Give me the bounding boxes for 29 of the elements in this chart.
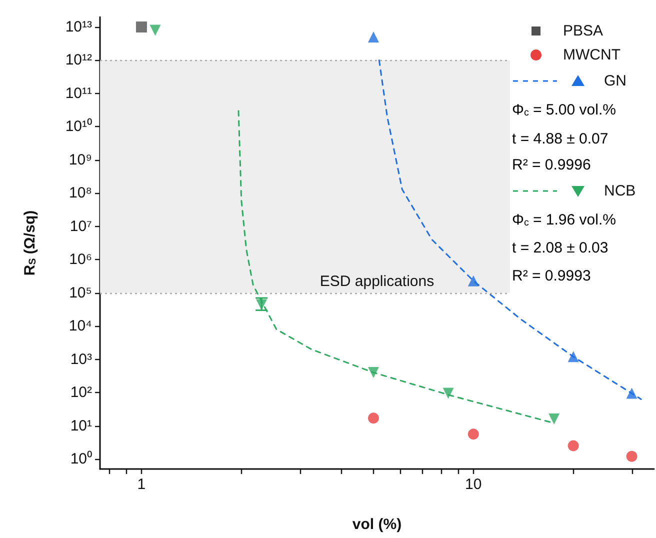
- y-tick-label: 10¹⁰: [65, 118, 92, 136]
- legend-label: PBSA: [563, 22, 604, 40]
- annotation: t = 2.08 ± 0.03: [512, 240, 608, 256]
- annotation: Φc = 5.00 vol.%: [512, 102, 616, 118]
- y-tick-label: 10³: [70, 350, 92, 368]
- x-tick-label: 10: [465, 476, 482, 493]
- legend-label: MWCNT: [563, 46, 620, 64]
- annotation: Φc = 1.96 vol.%: [512, 212, 616, 228]
- legend-label: NCB: [604, 182, 636, 200]
- y-tick-label: 10²: [70, 384, 92, 402]
- y-tick-label: 10⁰: [70, 450, 92, 468]
- y-tick-label: 10⁸: [68, 184, 92, 202]
- y-tick-label: 10¹³: [65, 18, 92, 36]
- y-tick-label: 10⁹: [68, 151, 92, 168]
- x-axis-title: vol (%): [352, 516, 402, 533]
- x-tick-label: 1: [137, 476, 146, 493]
- y-tick-label: 10¹²: [65, 52, 92, 69]
- y-tick-label: 10⁴: [68, 318, 92, 335]
- annotation: R² = 0.9996: [512, 156, 591, 174]
- y-tick-label: 10⁶: [69, 251, 92, 268]
- legend-label: GN: [604, 72, 626, 90]
- y-tick-label: 10⁷: [70, 218, 92, 235]
- annotation: R² = 0.9993: [512, 268, 591, 284]
- y-tick-label: 10¹: [70, 417, 92, 434]
- y-axis-title: RS (Ω/sq): [22, 210, 38, 276]
- y-tick-label: 10⁵: [69, 284, 92, 302]
- band-label: ESD applications: [320, 272, 434, 290]
- annotation: t = 4.88 ± 0.07: [512, 130, 608, 148]
- y-tick-label: 10¹¹: [65, 84, 92, 102]
